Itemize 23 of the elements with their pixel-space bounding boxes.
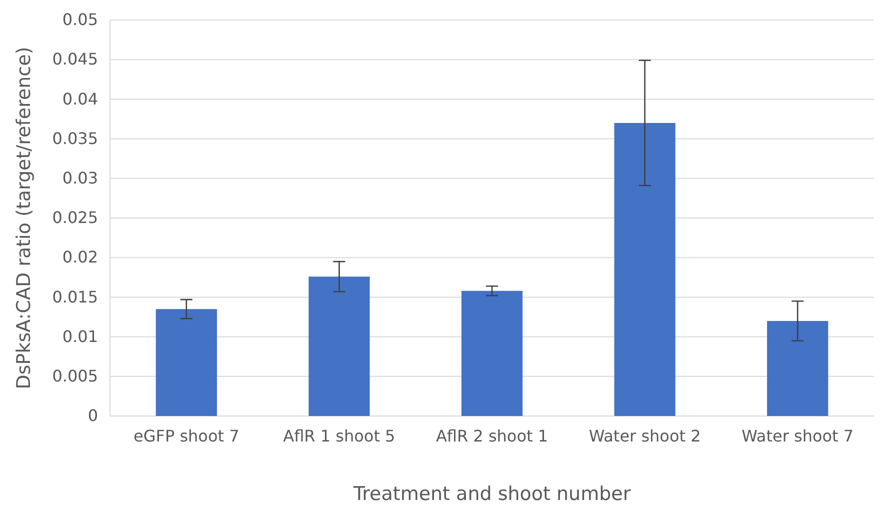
y-tick-label: 0.05: [62, 10, 98, 30]
y-tick-label: 0.01: [62, 326, 98, 346]
x-tick-label: Water shoot 7: [742, 426, 854, 446]
y-tick-label: 0.04: [62, 89, 98, 108]
bar: [614, 122, 676, 416]
x-tick-label: Water shoot 2: [588, 426, 701, 446]
bar: [461, 290, 523, 416]
x-tick-label: AflR 1 shoot 5: [283, 426, 396, 446]
y-tick-label: 0.025: [52, 208, 98, 228]
y-tick-label: 0.02: [62, 248, 98, 267]
y-tick-label: 0.015: [52, 287, 98, 306]
y-axis-title: DsPksA:CAD ratio (target/reference): [13, 46, 35, 390]
x-axis-title: Treatment and shoot number: [352, 483, 631, 505]
x-tick-label: AflR 2 shoot 1: [436, 426, 548, 446]
bar: [156, 309, 217, 416]
y-tick-label: 0: [88, 406, 98, 426]
y-tick-label: 0.03: [62, 168, 98, 188]
bar: [767, 320, 828, 416]
y-tick-label: 0.035: [52, 128, 98, 148]
x-tick-label: eGFP shoot 7: [134, 426, 240, 446]
y-tick-label: 0.045: [52, 50, 98, 69]
bar: [308, 276, 370, 416]
y-tick-label: 0.005: [52, 366, 98, 386]
